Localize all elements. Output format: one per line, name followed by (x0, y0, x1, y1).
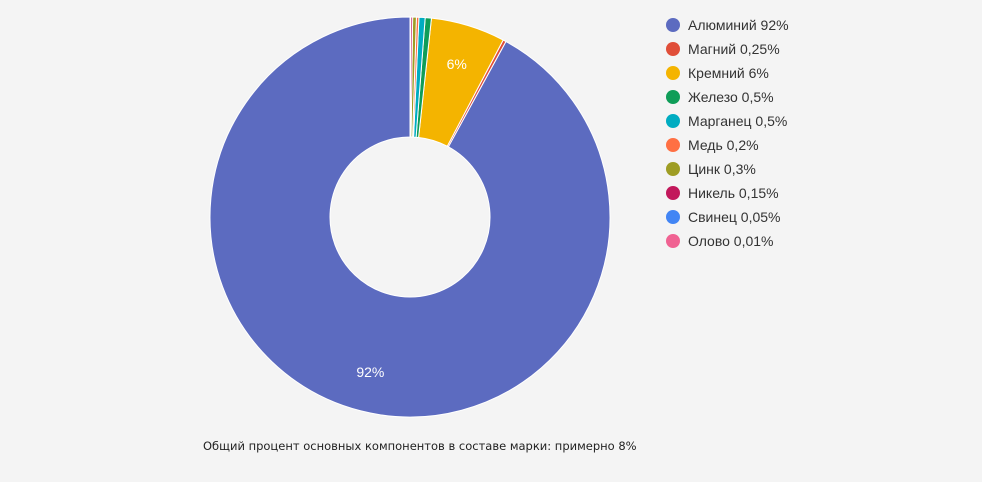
slice-label-2: 6% (447, 56, 467, 72)
legend-item-2[interactable]: Кремний 6% (666, 61, 789, 85)
legend-swatch (666, 210, 680, 224)
legend-label: Кремний 6% (688, 65, 769, 81)
legend-item-6[interactable]: Цинк 0,3% (666, 157, 789, 181)
legend-swatch (666, 42, 680, 56)
legend-label: Железо 0,5% (688, 89, 774, 105)
slice-label-0: 92% (356, 364, 384, 380)
legend-swatch (666, 186, 680, 200)
legend-item-3[interactable]: Железо 0,5% (666, 85, 789, 109)
legend-swatch (666, 90, 680, 104)
legend-swatch (666, 138, 680, 152)
legend-label: Марганец 0,5% (688, 113, 788, 129)
legend-item-9[interactable]: Олово 0,01% (666, 229, 789, 253)
legend-swatch (666, 66, 680, 80)
legend-item-7[interactable]: Никель 0,15% (666, 181, 789, 205)
legend-label: Медь 0,2% (688, 137, 759, 153)
legend-label: Алюминий 92% (688, 17, 789, 33)
legend-item-8[interactable]: Свинец 0,05% (666, 205, 789, 229)
legend-label: Магний 0,25% (688, 41, 780, 57)
legend-swatch (666, 162, 680, 176)
legend-item-4[interactable]: Марганец 0,5% (666, 109, 789, 133)
legend-swatch (666, 114, 680, 128)
legend-label: Никель 0,15% (688, 185, 779, 201)
legend-label: Цинк 0,3% (688, 161, 756, 177)
chart-legend: Алюминий 92% Магний 0,25% Кремний 6% Железо… (666, 13, 789, 253)
legend-swatch (666, 234, 680, 248)
legend-item-0[interactable]: Алюминий 92% (666, 13, 789, 37)
legend-item-5[interactable]: Медь 0,2% (666, 133, 789, 157)
legend-label: Олово 0,01% (688, 233, 774, 249)
legend-item-1[interactable]: Магний 0,25% (666, 37, 789, 61)
legend-label: Свинец 0,05% (688, 209, 781, 225)
slice-2[interactable] (418, 17, 504, 147)
slice-0[interactable] (209, 16, 611, 418)
chart-caption: Общий процент основных компонентов в сос… (203, 439, 637, 453)
legend-swatch (666, 18, 680, 32)
